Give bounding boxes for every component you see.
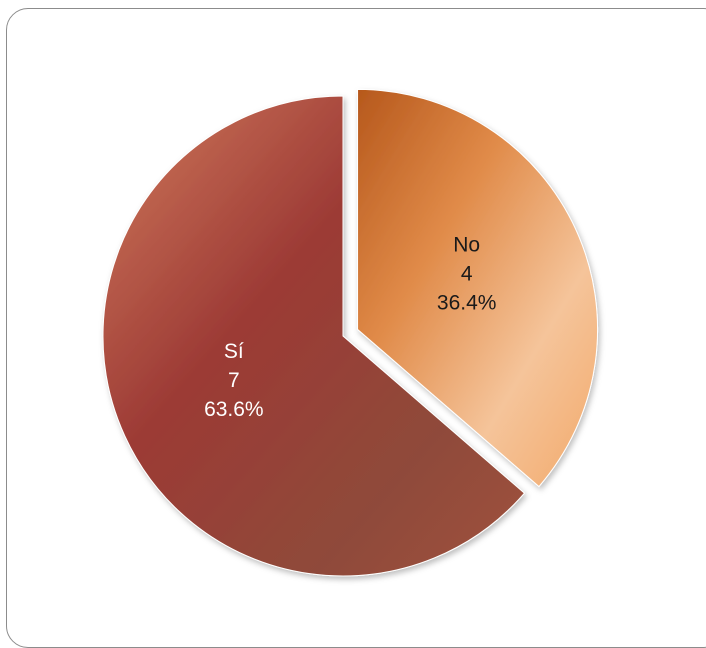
slice-label-no-category: No [453,234,480,257]
slice-label-si-value: 7 [228,369,240,392]
pie-chart: No 4 36.4% Sí 7 63.6% [102,88,598,577]
pie-slice-si [102,95,526,577]
slice-label-no-value: 4 [461,263,473,286]
slice-label-no-percent: 36.4% [437,292,497,315]
slice-label-si-percent: 63.6% [204,398,264,421]
pie-slice-no [357,88,598,488]
pie-slices [102,88,598,577]
slice-label-si-category: Sí [224,340,244,363]
